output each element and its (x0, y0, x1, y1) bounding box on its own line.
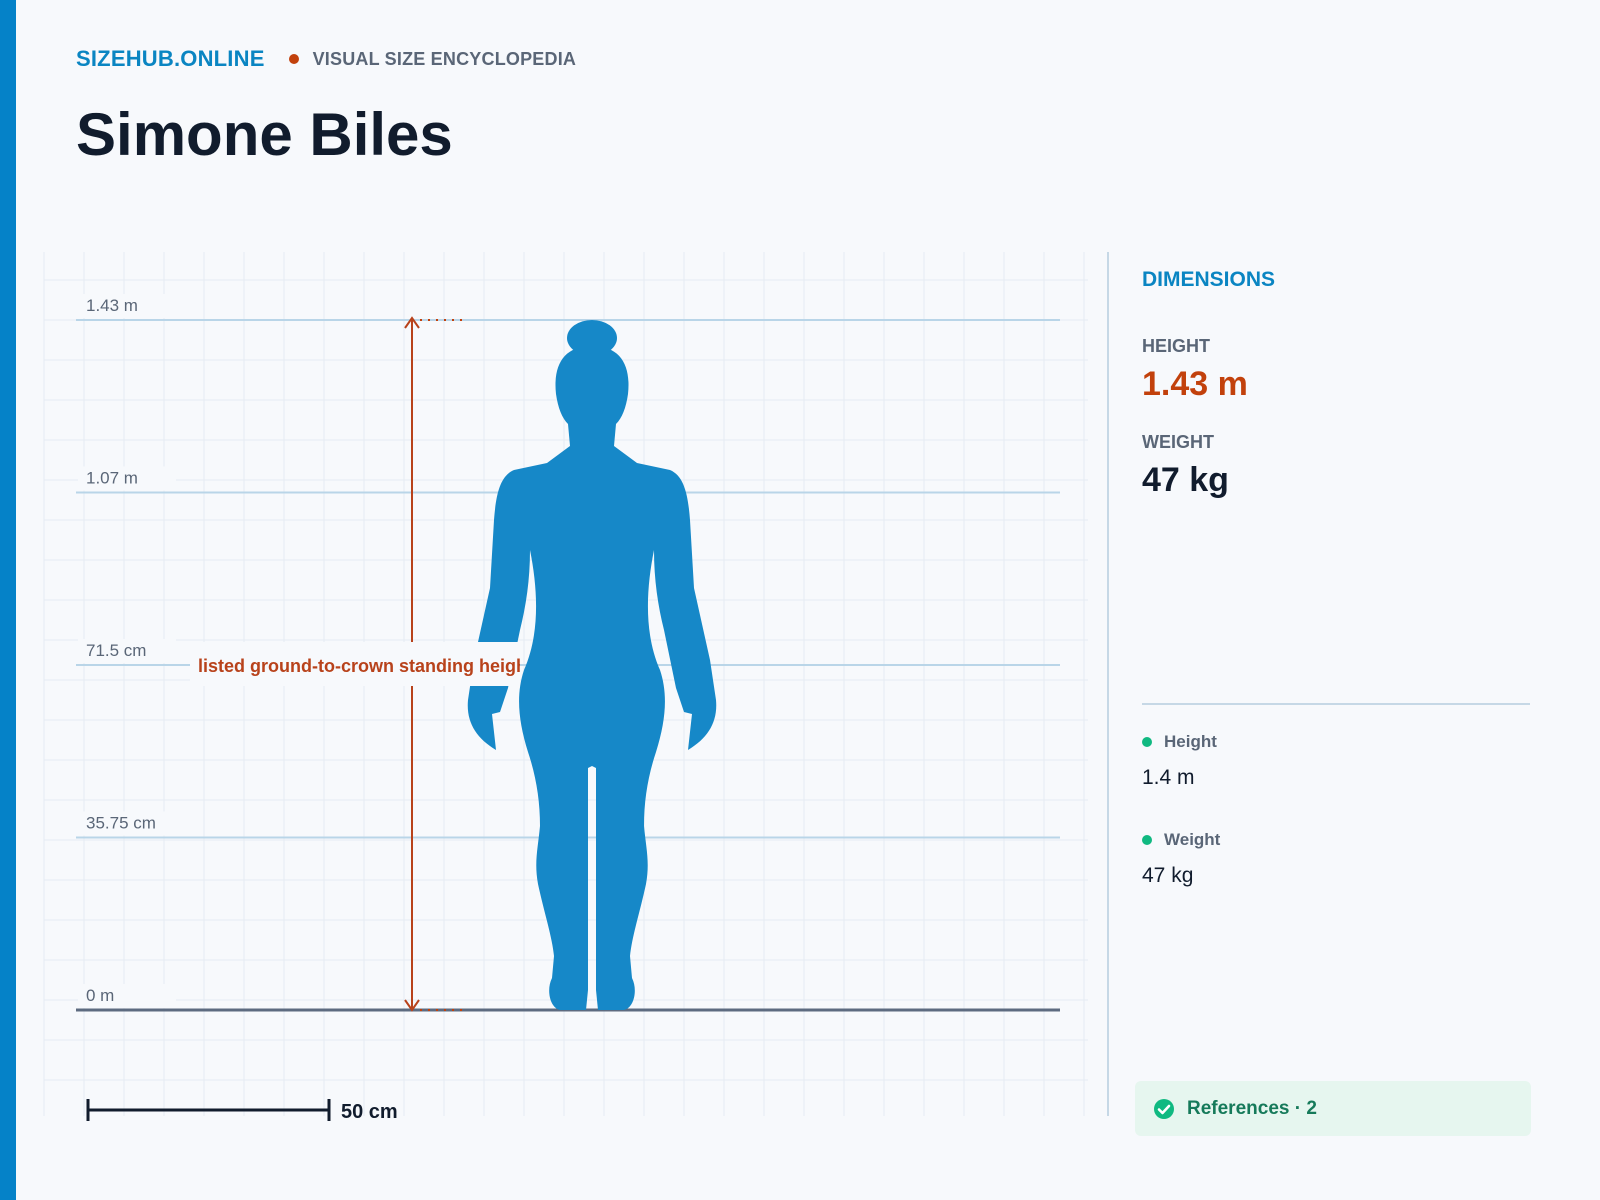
source-item-weight: Weight 47 kg (1142, 830, 1530, 888)
panel-separator (1142, 703, 1530, 705)
dimensions-panel: DIMENSIONS HEIGHT 1.43 m WEIGHT 47 kg (1142, 260, 1532, 500)
level-label-bg (78, 466, 176, 491)
source-value: 1.4 m (1142, 766, 1195, 789)
weight-value: 47 kg (1142, 461, 1229, 499)
references-button[interactable]: References · 2 (1135, 1081, 1531, 1136)
separator-dot-icon (288, 54, 299, 64)
level-label-bg (78, 639, 176, 663)
level-label: 1.07 m (86, 469, 138, 488)
site-tagline: VISUAL SIZE ENCYCLOPEDIA (312, 48, 577, 69)
background-grid (43, 252, 1088, 1116)
source-item-height: Height 1.4 m (1142, 732, 1530, 790)
left-accent-bar (0, 0, 16, 1200)
height-levels: 1.43 m 1.07 m 71.5 cm 35.75 cm 0 m (76, 294, 1060, 1012)
site-brand-link[interactable]: SIZEHUB.ONLINE (76, 46, 265, 71)
level-label-bg (78, 294, 176, 318)
status-dot-icon (1142, 835, 1152, 845)
references-label: References · 2 (1187, 1097, 1317, 1119)
level-label: 71.5 cm (86, 641, 146, 660)
height-value: 1.43 m (1142, 365, 1248, 403)
height-label: HEIGHT (1142, 336, 1211, 356)
panel-title: DIMENSIONS (1142, 268, 1276, 291)
weight-label: WEIGHT (1142, 432, 1214, 452)
level-label: 1.43 m (86, 296, 138, 315)
page-title: Simone Biles (76, 101, 453, 168)
source-label: Height (1164, 732, 1217, 751)
human-female-silhouette-icon (467, 320, 717, 1010)
source-label: Weight (1164, 830, 1221, 849)
level-label-bg (78, 811, 176, 836)
height-annotation: listed ground-to-crown standing height (198, 656, 533, 676)
status-dot-icon (1142, 737, 1152, 747)
level-label: 0 m (86, 986, 114, 1005)
panel-divider (1107, 252, 1109, 1116)
level-label-bg (78, 984, 176, 1008)
check-circle-icon (1154, 1098, 1174, 1119)
height-measure-arrow (190, 316, 520, 1012)
source-value: 47 kg (1142, 864, 1194, 887)
site-header: SIZEHUB.ONLINE VISUAL SIZE ENCYCLOPEDIA (76, 46, 576, 72)
scale-bar (86, 1099, 331, 1121)
scale-bar-label: 50 cm (341, 1101, 398, 1123)
level-label: 35.75 cm (86, 814, 156, 833)
